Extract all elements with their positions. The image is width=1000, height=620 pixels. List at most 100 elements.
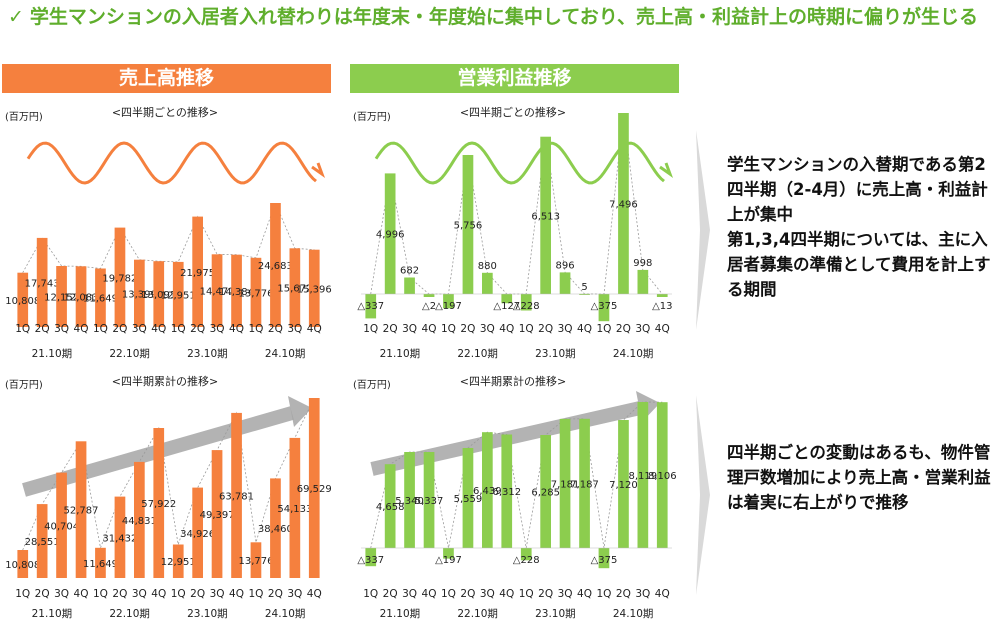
data-label: 880 [478,261,497,272]
unit-label: (百万円) [353,111,391,123]
data-label: 14,384 [219,287,254,298]
category-label: 2Q [460,588,475,600]
data-label: 12,951 [161,290,196,301]
data-label: 6,285 [531,487,560,498]
group-label: 23.10期 [187,348,228,360]
data-label: 8,106 [648,471,677,482]
unit-label: (百万円) [5,111,43,123]
wave-line [374,141,665,185]
category-label: 3Q [480,323,495,335]
data-label: 8,119 [629,471,658,482]
bar [231,412,242,578]
bar [443,548,454,559]
group-label: 23.10期 [187,608,228,620]
unit-label: (百万円) [5,379,43,391]
data-label: 5,337 [415,496,444,507]
category-label: 4Q [229,588,244,600]
category-label: 2Q [112,588,127,600]
data-label: △197 [435,555,462,566]
category-label: 1Q [363,588,378,600]
data-label: △228 [513,301,540,312]
category-label: 4Q [655,588,670,600]
category-label: 2Q [190,323,205,335]
data-label: △13 [652,301,672,312]
trend-arrow-head [288,396,312,427]
bar [618,113,629,294]
bar [153,261,165,327]
data-label: 6,439 [473,486,502,497]
category-label: 3Q [54,588,69,600]
data-label: 38,460 [258,524,293,535]
category-label: 1Q [596,588,611,600]
data-label: 49,397 [200,510,235,521]
data-label: 52,787 [64,506,99,517]
data-label: 57,922 [141,499,176,510]
bar [56,266,67,327]
wave-arrowhead [659,162,674,178]
category-label: 3Q [132,323,147,335]
category-label: 1Q [93,323,108,335]
group-label: 21.10期 [380,348,421,360]
data-label: 998 [633,258,652,269]
bar [95,547,106,578]
data-label: 6,513 [531,211,560,222]
data-label: △2 [422,301,436,312]
bar [211,450,223,578]
bar [423,452,435,548]
data-label: 12,951 [161,557,196,568]
bar [656,402,668,548]
data-label: △337 [357,555,384,566]
data-label: 7,120 [609,480,638,491]
chart-title: <四半期ごとの推移> [460,105,566,119]
category-label: 4Q [74,588,89,600]
data-label: 69,529 [297,484,332,495]
data-label: 24,683 [258,261,293,272]
group-label: 21.10期 [32,348,73,360]
data-label: 6,312 [492,487,521,498]
category-label: 3Q [287,588,302,600]
category-label: 1Q [519,588,534,600]
data-label: 21,975 [180,268,215,279]
bar [75,266,87,327]
data-label: 5,340 [395,496,424,507]
data-label: 10,808 [5,560,40,571]
bar [17,550,29,578]
data-label: 896 [556,260,575,271]
unit-label: (百万円) [353,379,391,391]
bar [501,434,513,548]
group-label: 21.10期 [380,608,421,620]
category-label: 4Q [74,323,89,335]
chart-title: <四半期ごとの推移> [112,105,218,119]
bar [618,420,629,548]
data-label: 4,996 [376,230,405,241]
data-label: 13,776 [238,288,273,299]
data-label: 5,756 [454,221,483,232]
category-label: 1Q [519,323,534,335]
bar [192,487,203,578]
group-label: 22.10期 [457,348,498,360]
group-label: 24.10期 [613,348,654,360]
bar [114,496,126,578]
bar [559,272,571,294]
category-label: 2Q [190,588,205,600]
data-label: 15,396 [297,284,332,295]
group-label: 24.10期 [265,348,306,360]
bar [231,254,242,327]
bar [443,294,454,309]
data-label: △375 [591,555,618,566]
bar [579,293,590,295]
data-label: △375 [591,301,618,312]
data-label: 12,083 [64,293,99,304]
bar [250,257,262,327]
sales-quarterly-chart: (百万円) <四半期ごとの推移>10,80817,74312,15212,0831… [5,105,332,360]
data-label: 13,399 [122,289,157,300]
category-label: 3Q [558,323,573,335]
side-note-1-text: 学生マンションの入替期である第2四半期（2-4月）に売上高・利益計上が集中 第1… [727,155,991,299]
data-label: 31,432 [102,533,137,544]
category-label: 3Q [402,588,417,600]
connector-line [22,201,315,273]
data-label: 7,181 [551,479,580,490]
data-label: 682 [400,266,419,277]
bar [36,237,48,327]
category-label: 2Q [460,323,475,335]
